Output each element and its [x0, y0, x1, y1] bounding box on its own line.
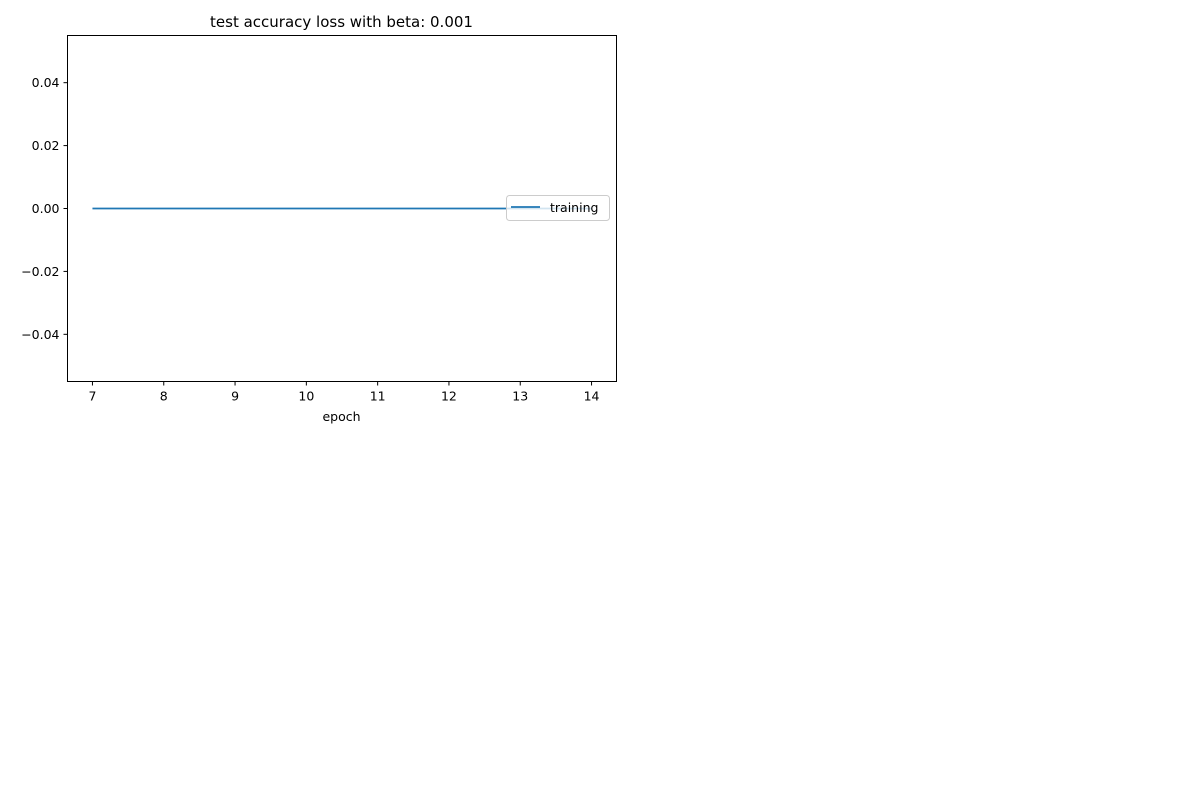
x-tick-label: 14 [584, 389, 600, 404]
y-tick-label: −0.02 [21, 264, 59, 279]
legend: training [506, 195, 610, 221]
chart-title: test accuracy loss with beta: 0.001 [210, 13, 473, 31]
x-tick-label: 13 [512, 389, 528, 404]
x-axis-label: epoch [322, 409, 360, 424]
legend-label-training: training [550, 200, 598, 215]
y-tick-label: 0.02 [32, 138, 60, 153]
y-tick-label: 0.04 [32, 75, 60, 90]
legend-box [506, 195, 610, 221]
x-tick-label: 10 [298, 389, 314, 404]
x-axis: 7 8 9 10 11 12 13 14 [88, 381, 600, 404]
x-tick-label: 8 [160, 389, 168, 404]
x-tick-label: 12 [441, 389, 457, 404]
y-tick-label: −0.04 [21, 327, 59, 342]
y-axis: −0.04 −0.02 0.00 0.02 0.04 [21, 75, 68, 342]
x-tick-label: 9 [231, 389, 239, 404]
y-tick-label: 0.00 [32, 201, 60, 216]
plot-frame [67, 35, 617, 382]
x-tick-label: 11 [370, 389, 386, 404]
x-tick-label: 7 [88, 389, 96, 404]
